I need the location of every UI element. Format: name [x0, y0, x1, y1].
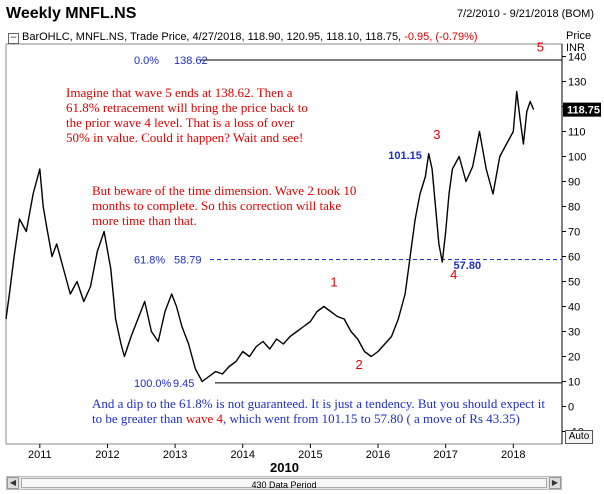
- time-dimension-note: But beware of the time dimension. Wave 2…: [92, 183, 357, 228]
- y-tick-label: 50: [568, 277, 580, 289]
- time-scrollbar[interactable]: ◀ 430 Data Period ▶: [6, 476, 562, 490]
- x-tick-label: 2015: [298, 449, 322, 461]
- price-line: [5, 90, 535, 383]
- y-tick-label: 140: [568, 52, 586, 64]
- scroll-right-icon[interactable]: ▶: [549, 477, 561, 489]
- y-tick-label: 0: [568, 402, 574, 414]
- y-tick-label: 90: [568, 177, 580, 189]
- y-tick-label: 60: [568, 252, 580, 264]
- bottom-note-wave-ref: wave 4: [185, 411, 224, 426]
- plot-area: [5, 43, 563, 445]
- wave-label: 2: [355, 357, 362, 372]
- price-change: -0.95, (-0.79%): [404, 31, 478, 43]
- wave-label: 5: [537, 40, 544, 55]
- point-value-label: 101.15: [388, 150, 422, 162]
- data-period-label: 430 Data Period: [251, 480, 317, 490]
- bottom-note-part1: And a dip to the 61.8% is not guaranteed…: [92, 396, 545, 426]
- bottom-note: And a dip to the 61.8% is not guaranteed…: [92, 396, 552, 426]
- fib-value-label: 9.45: [173, 378, 194, 390]
- x-tick-label: 2012: [95, 449, 119, 461]
- wave-label: 4: [450, 267, 457, 282]
- x-tick-label: 2018: [501, 449, 525, 461]
- fib-value-label: 58.79: [174, 255, 202, 267]
- y-tick-label: 70: [568, 227, 580, 239]
- price-series: [5, 90, 535, 383]
- y-tick-label: 80: [568, 202, 580, 214]
- y-tick-label: 110: [568, 127, 586, 139]
- symbol-line: BarOHLC, MNFL.NS, Trade Price, 4/27/2018…: [22, 31, 402, 43]
- x-tick-label: 2011: [28, 449, 52, 461]
- currency-label: INR: [566, 42, 585, 54]
- fib-percent-label: 100.0%: [134, 378, 172, 390]
- fib-percent-label: 61.8%: [134, 255, 165, 267]
- point-value-label: 57.80: [454, 260, 482, 272]
- y-tick-label: 20: [568, 352, 580, 364]
- chart-title: Weekly MNFL.NS: [6, 5, 137, 22]
- x-axis: 2011 2012 2013 2014 2015 2016 2017 2018: [28, 444, 526, 461]
- wave-label: 3: [433, 127, 440, 142]
- x-tick-label: 2014: [230, 449, 254, 461]
- fib-value-label: 138.62: [174, 55, 208, 67]
- x-tick-label: 2013: [163, 449, 187, 461]
- fibonacci-levels: 0.0% 138.62 61.8% 58.79 100.0% 9.45: [134, 55, 562, 390]
- y-axis: -100102030405060708090100110120130140118…: [561, 44, 601, 444]
- current-price-box: [563, 102, 601, 117]
- year-label: 2010: [270, 460, 299, 475]
- wave-label: 1: [330, 275, 337, 290]
- collapse-icon[interactable]: −: [8, 33, 19, 44]
- y-tick-label: 130: [568, 77, 586, 89]
- price-axis-label: Price INR: [566, 30, 591, 54]
- price-label: Price: [566, 30, 592, 42]
- x-tick-label: 2017: [433, 449, 457, 461]
- y-tick-label: 10: [568, 377, 580, 389]
- scroll-left-icon[interactable]: ◀: [7, 477, 19, 489]
- date-range: 7/2/2010 - 9/21/2018 (BOM): [457, 8, 594, 20]
- main-note: Imagine that wave 5 ends at 138.62. Then…: [66, 85, 308, 145]
- scroll-thumb[interactable]: 430 Data Period: [21, 478, 547, 490]
- fib-percent-label: 0.0%: [134, 55, 159, 67]
- x-tick-label: 2016: [366, 449, 390, 461]
- y-tick-label: 40: [568, 302, 580, 314]
- y-tick-label: 30: [568, 327, 580, 339]
- current-price-label: 118.75: [567, 105, 600, 117]
- symbol-info: BarOHLC, MNFL.NS, Trade Price, 4/27/2018…: [22, 31, 478, 43]
- bottom-note-part2: , which went from 101.15 to 57.80 ( a mo…: [223, 411, 520, 426]
- wave-labels: 1 2 3 4 5 101.15 57.80: [330, 40, 544, 373]
- auto-scale-button[interactable]: Auto: [565, 430, 593, 444]
- y-tick-label: 100: [568, 152, 586, 164]
